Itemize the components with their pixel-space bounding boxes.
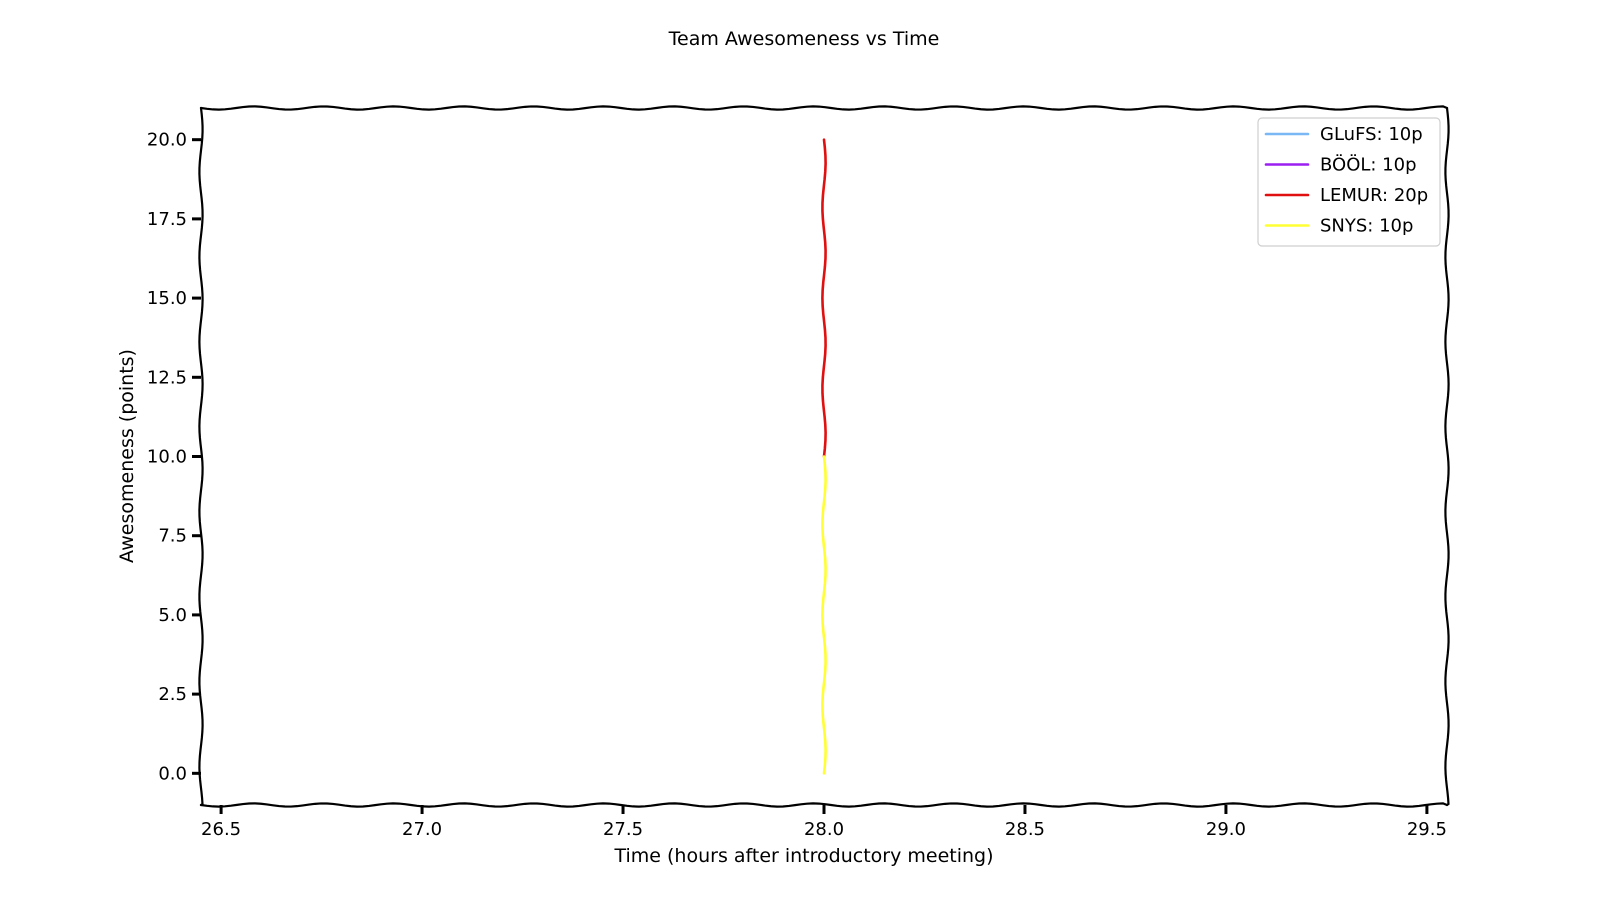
legend-label: LEMUR: 20p (1320, 185, 1428, 206)
x-tick-label: 28.5 (1005, 819, 1045, 840)
y-tick-label: 20.0 (147, 130, 187, 151)
legend-label: SNYS: 10p (1320, 216, 1413, 237)
y-tick-label: 12.5 (147, 367, 187, 388)
y-tick-label: 15.0 (147, 288, 187, 309)
x-tick-label: 29.0 (1206, 819, 1246, 840)
legend-label: GLuFS: 10p (1320, 124, 1423, 145)
series-line-lemur (821, 138, 827, 458)
plot-border-bottom (199, 802, 1449, 808)
series-lines (821, 138, 827, 775)
legend-label: BÖÖL: 10p (1320, 154, 1417, 176)
x-tick-label: 28.0 (804, 819, 844, 840)
plot-border-top (199, 105, 1449, 111)
x-tick-label: 27.0 (402, 819, 442, 840)
chart-title: Team Awesomeness vs Time (668, 28, 940, 50)
y-tick-label: 7.5 (158, 526, 187, 547)
plot-border-right (1444, 106, 1450, 807)
x-tick-label: 29.5 (1407, 819, 1447, 840)
legend: GLuFS: 10p BÖÖL: 10p LEMUR: 20p SNYS: 10p (1257, 117, 1441, 247)
plot-frame (198, 105, 1450, 808)
x-axis-label: Time (hours after introductory meeting) (613, 845, 993, 867)
series-line-snys (821, 455, 827, 775)
y-tick-label: 10.0 (147, 447, 187, 468)
y-tick-label: 5.0 (158, 605, 187, 626)
y-tick-label: 2.5 (158, 684, 187, 705)
x-axis-ticks: 26.5 27.0 27.5 28.0 28.5 29.0 29.5 (201, 805, 1447, 840)
y-tick-label: 0.0 (158, 763, 187, 784)
legend-box (1257, 117, 1441, 247)
y-axis-ticks: 0.0 2.5 5.0 7.5 10.0 12.5 15.0 17.5 20.0 (147, 130, 201, 784)
x-tick-label: 27.5 (603, 819, 643, 840)
x-tick-label: 26.5 (201, 819, 241, 840)
y-axis-label: Awesomeness (points) (116, 349, 138, 563)
y-tick-label: 17.5 (147, 209, 187, 230)
